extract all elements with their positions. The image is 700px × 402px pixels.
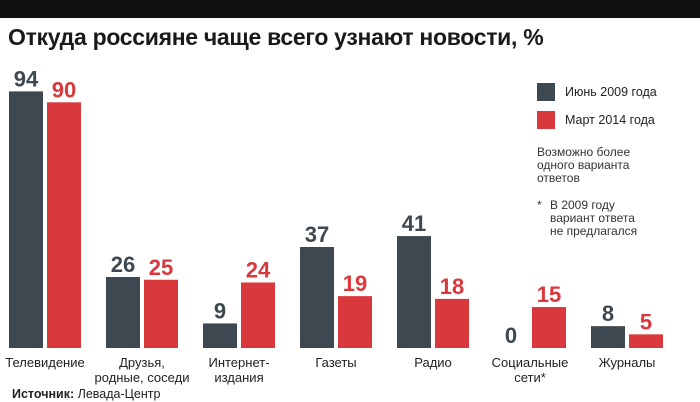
- note-multiple-answers: Возможно более одного варианта ответов: [537, 145, 631, 185]
- data-label-c5-s0: 0: [505, 323, 517, 348]
- bar-c0-s0: [9, 91, 43, 348]
- data-label-c4-s0: 41: [402, 211, 426, 236]
- data-label-c6-s0: 8: [602, 301, 614, 326]
- source-text: Левада-Центр: [77, 387, 161, 401]
- legend-item-2009: Июнь 2009 года: [537, 83, 697, 101]
- legend-swatch-2009: [537, 83, 555, 101]
- bar-c3-s1: [338, 296, 372, 348]
- note-asterisk: *: [537, 198, 542, 212]
- bar-c3-s0: [300, 246, 334, 348]
- bar-c4-s1: [435, 298, 469, 348]
- category-label-5: Социальные сети*: [492, 355, 569, 385]
- chart-title: Откуда россияне чаще всего узнают новост…: [8, 24, 544, 50]
- data-label-c6-s1: 5: [640, 309, 652, 334]
- bar-c6-s0: [591, 326, 625, 348]
- data-label-c2-s0: 9: [214, 298, 226, 323]
- data-label-c1-s1: 25: [149, 255, 173, 280]
- bar-c2-s0: [203, 323, 237, 348]
- data-label-c4-s1: 18: [440, 274, 464, 299]
- note-not-offered: * В 2009 году вариант ответа не предлага…: [537, 199, 687, 238]
- category-label-0: Телевидение: [5, 355, 84, 370]
- bar-c5-s1: [532, 307, 566, 348]
- legend-label-2009: Июнь 2009 года: [565, 85, 657, 99]
- source-label: Источник:: [12, 387, 75, 401]
- category-label-1: Друзья, родные, соседи: [95, 355, 190, 385]
- bar-c0-s1: [47, 102, 81, 348]
- category-label-6: Журналы: [599, 355, 656, 370]
- legend-item-2014: Март 2014 года: [537, 111, 697, 129]
- data-label-c3-s1: 19: [343, 271, 367, 296]
- bar-c6-s1: [629, 334, 663, 348]
- top-bar: [0, 0, 700, 18]
- legend-label-2014: Март 2014 года: [565, 113, 655, 127]
- category-label-2: Интернет-издания: [208, 355, 269, 385]
- source-line: Источник: Левада-Центр: [12, 387, 160, 401]
- bar-c1-s1: [144, 279, 178, 348]
- data-label-c0-s1: 90: [52, 77, 76, 102]
- bar-c4-s0: [397, 236, 431, 348]
- bar-c1-s0: [106, 277, 140, 348]
- legend-swatch-2014: [537, 111, 555, 129]
- data-label-c0-s0: 94: [14, 66, 39, 91]
- category-label-4: Радио: [414, 355, 452, 370]
- chart-notes: Возможно более одного варианта ответов *…: [537, 146, 687, 238]
- data-label-c1-s0: 26: [111, 252, 135, 277]
- category-label-3: Газеты: [315, 355, 356, 370]
- legend: Июнь 2009 года Март 2014 года: [537, 83, 697, 139]
- data-label-c2-s1: 24: [246, 257, 271, 282]
- data-label-c3-s0: 37: [305, 222, 329, 247]
- data-label-c5-s1: 15: [537, 282, 561, 307]
- bar-c2-s1: [241, 282, 275, 348]
- note-not-offered-text: В 2009 году вариант ответа не предлагалс…: [550, 198, 638, 238]
